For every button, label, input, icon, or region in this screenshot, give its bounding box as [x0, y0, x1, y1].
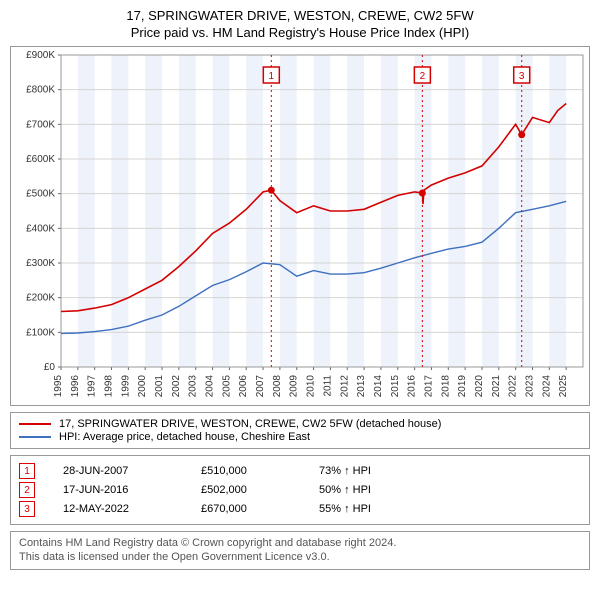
sale-row: 1 28-JUN-2007 £510,000 73% ↑ HPI — [19, 463, 581, 479]
legend-label: 17, SPRINGWATER DRIVE, WESTON, CREWE, CW… — [59, 418, 441, 430]
x-tick-label: 1999 — [120, 375, 131, 398]
sale-row: 2 17-JUN-2016 £502,000 50% ↑ HPI — [19, 482, 581, 498]
sales-table: 1 28-JUN-2007 £510,000 73% ↑ HPI 2 17-JUN-201… — [10, 455, 590, 525]
y-tick-label: £800K — [26, 85, 55, 96]
x-tick-label: 2010 — [306, 375, 317, 398]
x-tick-label: 2007 — [255, 375, 266, 398]
x-tick-label: 2022 — [508, 375, 519, 398]
sale-hpi: 50% ↑ HPI — [319, 484, 371, 496]
sale-date: 12-MAY-2022 — [63, 503, 173, 515]
chart-subtitle: Price paid vs. HM Land Registry's House … — [10, 25, 590, 40]
x-tick-label: 2011 — [322, 375, 333, 397]
x-tick-label: 2012 — [339, 375, 350, 398]
license-line-1: Contains HM Land Registry data © Crown c… — [19, 536, 581, 550]
x-tick-label: 2019 — [457, 375, 468, 398]
chart-title: 17, SPRINGWATER DRIVE, WESTON, CREWE, CW… — [10, 8, 590, 23]
x-tick-label: 2020 — [474, 375, 485, 398]
y-tick-label: £500K — [26, 189, 55, 200]
sale-marker-dot — [419, 189, 426, 196]
x-tick-label: 2008 — [272, 375, 283, 398]
license-line-2: This data is licensed under the Open Gov… — [19, 550, 581, 564]
sale-marker-badge: 1 — [19, 463, 35, 479]
sale-price: £510,000 — [201, 465, 291, 477]
x-tick-label: 2024 — [541, 375, 552, 398]
x-tick-label: 2009 — [289, 375, 300, 398]
sale-marker-number: 1 — [269, 71, 275, 82]
sale-marker-badge: 3 — [19, 501, 35, 517]
y-tick-label: £700K — [26, 119, 55, 130]
x-tick-label: 2015 — [390, 375, 401, 398]
chart-box: £0 £100K £200K £300K £400K £500K £600K £700K £80… — [10, 46, 590, 406]
sale-marker-number: 3 — [519, 71, 525, 82]
x-tick-label: 2021 — [491, 375, 502, 398]
sale-row: 3 12-MAY-2022 £670,000 55% ↑ HPI — [19, 501, 581, 517]
x-tick-label: 1997 — [87, 375, 98, 398]
y-tick-label: £200K — [26, 293, 55, 304]
x-tick-label: 2000 — [137, 375, 148, 398]
legend-item: 17, SPRINGWATER DRIVE, WESTON, CREWE, CW… — [19, 418, 581, 430]
legend-item: HPI: Average price, detached house, Ches… — [19, 431, 581, 443]
x-tick-label: 1995 — [53, 375, 64, 398]
x-tick-label: 2005 — [221, 375, 232, 398]
sale-hpi: 73% ↑ HPI — [319, 465, 371, 477]
sale-price: £502,000 — [201, 484, 291, 496]
x-tick-label: 2017 — [423, 375, 434, 398]
x-tick-label: 2018 — [440, 375, 451, 398]
legend-label: HPI: Average price, detached house, Ches… — [59, 431, 310, 443]
x-tick-label: 1996 — [70, 375, 81, 398]
title-block: 17, SPRINGWATER DRIVE, WESTON, CREWE, CW… — [10, 8, 590, 40]
sale-marker-number: 2 — [420, 71, 426, 82]
x-tick-label: 2004 — [205, 375, 216, 398]
x-tick-label: 2006 — [238, 375, 249, 398]
sale-date: 28-JUN-2007 — [63, 465, 173, 477]
y-tick-label: £400K — [26, 223, 55, 234]
sale-hpi: 55% ↑ HPI — [319, 503, 371, 515]
x-tick-label: 2023 — [524, 375, 535, 398]
x-tick-label: 2003 — [188, 375, 199, 398]
chart-container: 17, SPRINGWATER DRIVE, WESTON, CREWE, CW… — [0, 0, 600, 578]
x-tick-label: 2002 — [171, 375, 182, 398]
y-tick-label: £100K — [26, 327, 55, 338]
y-tick-label: £0 — [44, 362, 56, 373]
x-tick-label: 2016 — [407, 375, 418, 398]
legend-swatch — [19, 436, 51, 438]
y-tick-label: £300K — [26, 258, 55, 269]
sale-marker-dot — [268, 187, 275, 194]
y-tick-label: £900K — [26, 50, 55, 61]
x-tick-label: 2001 — [154, 375, 165, 398]
x-tick-label: 2025 — [558, 375, 569, 398]
license-box: Contains HM Land Registry data © Crown c… — [10, 531, 590, 570]
x-tick-label: 1998 — [104, 375, 115, 398]
legend-box: 17, SPRINGWATER DRIVE, WESTON, CREWE, CW… — [10, 412, 590, 449]
legend-swatch — [19, 423, 51, 425]
x-tick-label: 2014 — [373, 375, 384, 398]
sale-marker-badge: 2 — [19, 482, 35, 498]
sale-price: £670,000 — [201, 503, 291, 515]
line-chart: £0 £100K £200K £300K £400K £500K £600K £700K £80… — [11, 47, 591, 407]
x-tick-label: 2013 — [356, 375, 367, 398]
sale-date: 17-JUN-2016 — [63, 484, 173, 496]
y-tick-label: £600K — [26, 154, 55, 165]
sale-marker-dot — [518, 131, 525, 138]
